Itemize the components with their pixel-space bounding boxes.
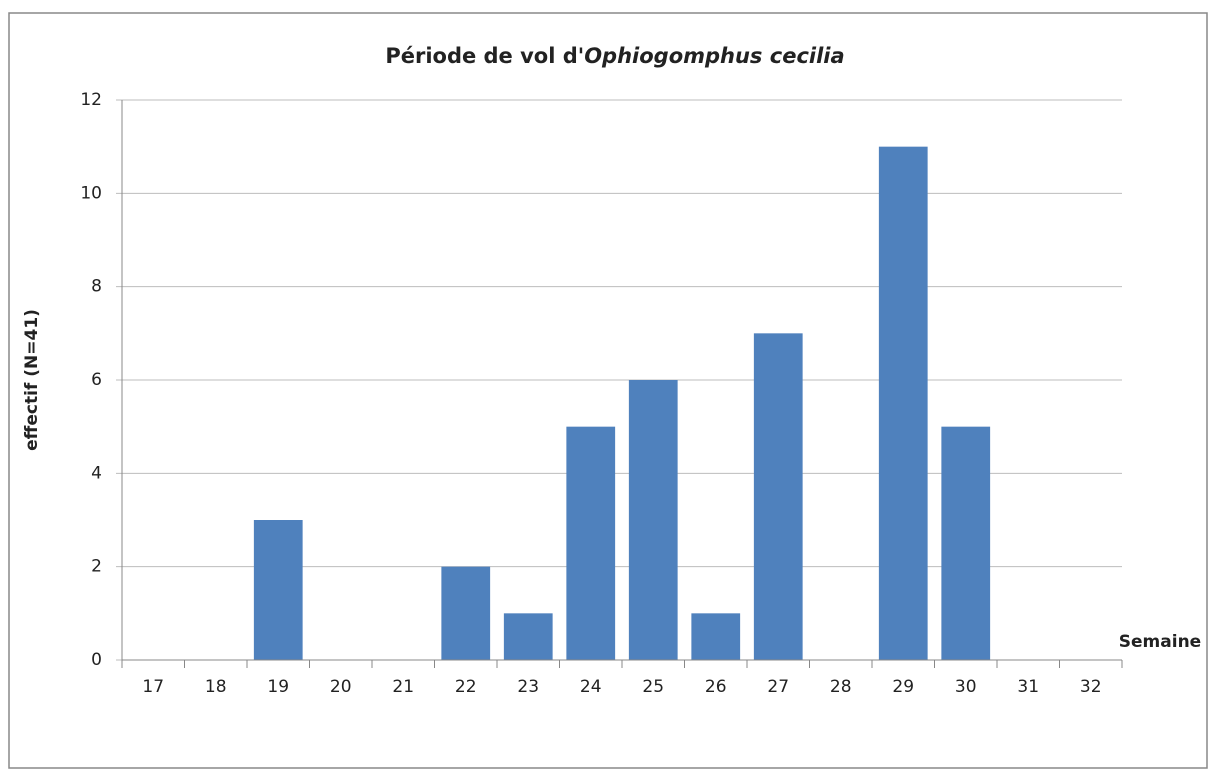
bar [941,426,991,660]
x-tick-label: 19 [267,677,289,697]
bar [503,613,553,660]
x-tick-label: 25 [642,677,664,697]
x-tick-label: 22 [455,677,477,697]
y-tick-label: 2 [91,557,102,577]
x-tick-label: 27 [767,677,789,697]
y-tick-label: 6 [91,370,102,390]
x-tick-label: 23 [517,677,539,697]
x-tick-label: 30 [955,677,977,697]
x-tick-label: 24 [580,677,602,697]
x-tick-label: 20 [330,677,352,697]
title-part: Période de vol d' [385,44,584,68]
y-tick-label: 4 [91,463,102,483]
bar [566,426,616,660]
x-tick-label: 28 [830,677,852,697]
x-tick-label: 32 [1080,677,1102,697]
y-axis-title: effectif (N=41) [22,309,42,451]
y-tick-label: 8 [91,277,102,297]
x-tick-label: 31 [1017,677,1039,697]
bar [691,613,741,660]
bar [628,380,678,660]
bar [441,566,491,660]
y-tick-label: 12 [80,90,102,110]
y-tick-label: 10 [80,183,102,203]
x-tick-label: 29 [892,677,914,697]
chart-title: Période de vol d'Ophiogomphus cecilia [385,44,844,68]
x-tick-label: 26 [705,677,727,697]
bar [253,520,303,660]
x-tick-label: 17 [142,677,164,697]
x-tick-label: 21 [392,677,414,697]
title-part: Ophiogomphus cecilia [584,44,844,68]
x-axis-title: Semaine [1119,632,1201,652]
x-tick-label: 18 [205,677,227,697]
y-tick-label: 0 [91,650,102,670]
bar [878,146,928,660]
bar [753,333,803,660]
